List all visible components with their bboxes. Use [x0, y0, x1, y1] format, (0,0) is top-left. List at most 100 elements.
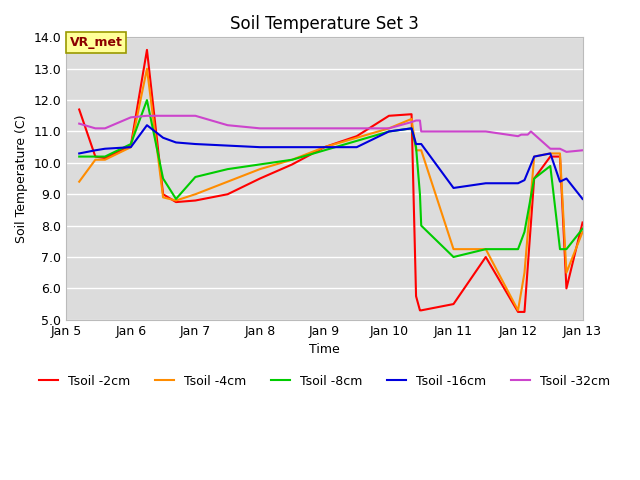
Tsoil -16cm: [385, 129, 393, 134]
Tsoil -32cm: [450, 129, 458, 134]
Tsoil -4cm: [76, 179, 83, 185]
Line: Tsoil -32cm: Tsoil -32cm: [79, 116, 582, 152]
Tsoil -32cm: [172, 113, 180, 119]
Tsoil -2cm: [224, 192, 232, 197]
Tsoil -8cm: [412, 144, 420, 150]
Tsoil -16cm: [450, 185, 458, 191]
Tsoil -2cm: [159, 192, 167, 197]
Tsoil -8cm: [127, 141, 134, 147]
Tsoil -32cm: [563, 149, 570, 155]
Tsoil -16cm: [101, 146, 109, 152]
Tsoil -32cm: [482, 129, 490, 134]
Tsoil -32cm: [521, 132, 529, 137]
Tsoil -32cm: [159, 113, 167, 119]
Tsoil -4cm: [412, 147, 420, 153]
Tsoil -4cm: [417, 147, 425, 153]
Tsoil -2cm: [76, 107, 83, 112]
Tsoil -8cm: [191, 174, 199, 180]
Tsoil -32cm: [408, 119, 415, 125]
Tsoil -2cm: [101, 155, 109, 161]
Tsoil -4cm: [563, 270, 570, 276]
Tsoil -4cm: [521, 270, 529, 276]
Tsoil -16cm: [353, 144, 360, 150]
Tsoil -2cm: [408, 111, 415, 117]
Tsoil -4cm: [353, 135, 360, 141]
Tsoil -8cm: [385, 129, 393, 134]
Text: VR_met: VR_met: [70, 36, 122, 49]
Tsoil -2cm: [416, 308, 424, 313]
Tsoil -8cm: [563, 246, 570, 252]
Tsoil -32cm: [256, 125, 264, 131]
Tsoil -4cm: [191, 192, 199, 197]
Tsoil -2cm: [417, 308, 425, 313]
Y-axis label: Soil Temperature (C): Soil Temperature (C): [15, 114, 28, 243]
Tsoil -16cm: [408, 125, 415, 131]
Line: Tsoil -2cm: Tsoil -2cm: [79, 50, 582, 312]
Tsoil -2cm: [321, 144, 328, 150]
Tsoil -4cm: [127, 144, 134, 150]
Tsoil -4cm: [92, 157, 99, 163]
Tsoil -4cm: [172, 198, 180, 204]
Tsoil -32cm: [289, 125, 296, 131]
Line: Tsoil -8cm: Tsoil -8cm: [79, 100, 582, 257]
Tsoil -2cm: [172, 199, 180, 205]
Tsoil -4cm: [531, 154, 538, 159]
Line: Tsoil -16cm: Tsoil -16cm: [79, 125, 582, 199]
Tsoil -2cm: [127, 143, 134, 148]
Tsoil -2cm: [412, 293, 420, 299]
Tsoil -2cm: [256, 176, 264, 181]
Tsoil -8cm: [417, 223, 425, 228]
Tsoil -2cm: [514, 309, 522, 315]
Tsoil -2cm: [92, 154, 99, 159]
Tsoil -16cm: [514, 180, 522, 186]
Tsoil -2cm: [191, 198, 199, 204]
Tsoil -32cm: [412, 118, 420, 123]
Tsoil -32cm: [143, 113, 151, 119]
Tsoil -4cm: [256, 166, 264, 172]
Tsoil -32cm: [556, 146, 564, 152]
Tsoil -16cm: [547, 151, 554, 156]
Line: Tsoil -4cm: Tsoil -4cm: [79, 69, 582, 311]
Tsoil -16cm: [563, 176, 570, 181]
Tsoil -4cm: [408, 116, 415, 122]
Tsoil -8cm: [172, 196, 180, 202]
Tsoil -32cm: [191, 113, 199, 119]
Tsoil -8cm: [256, 162, 264, 168]
Legend: Tsoil -2cm, Tsoil -4cm, Tsoil -8cm, Tsoil -16cm, Tsoil -32cm: Tsoil -2cm, Tsoil -4cm, Tsoil -8cm, Tsoi…: [34, 370, 615, 393]
Tsoil -2cm: [450, 301, 458, 307]
Tsoil -32cm: [524, 132, 532, 137]
Tsoil -32cm: [514, 133, 522, 139]
Tsoil -8cm: [289, 157, 296, 163]
Tsoil -8cm: [556, 246, 564, 252]
Tsoil -16cm: [127, 144, 134, 150]
Tsoil -4cm: [101, 157, 109, 163]
Tsoil -8cm: [321, 147, 328, 153]
Tsoil -16cm: [417, 141, 425, 147]
Tsoil -4cm: [321, 144, 328, 150]
Tsoil -8cm: [92, 154, 99, 159]
Tsoil -2cm: [531, 176, 538, 181]
Tsoil -8cm: [514, 246, 522, 252]
Tsoil -16cm: [143, 122, 151, 128]
Tsoil -16cm: [159, 135, 167, 141]
Tsoil -4cm: [224, 179, 232, 185]
Tsoil -8cm: [579, 226, 586, 232]
Tsoil -16cm: [224, 143, 232, 148]
Tsoil -4cm: [556, 151, 564, 156]
Tsoil -32cm: [92, 125, 99, 131]
Tsoil -2cm: [289, 162, 296, 168]
Tsoil -8cm: [408, 125, 415, 131]
Tsoil -4cm: [289, 157, 296, 163]
Tsoil -8cm: [159, 176, 167, 181]
Tsoil -8cm: [531, 176, 538, 181]
Tsoil -2cm: [482, 254, 490, 260]
Tsoil -4cm: [143, 66, 151, 72]
Tsoil -16cm: [256, 144, 264, 150]
Tsoil -2cm: [579, 220, 586, 226]
Tsoil -4cm: [482, 246, 490, 252]
Tsoil -16cm: [556, 179, 564, 185]
Tsoil -8cm: [143, 97, 151, 103]
Tsoil -8cm: [224, 166, 232, 172]
Tsoil -4cm: [514, 308, 522, 313]
Tsoil -8cm: [101, 154, 109, 159]
